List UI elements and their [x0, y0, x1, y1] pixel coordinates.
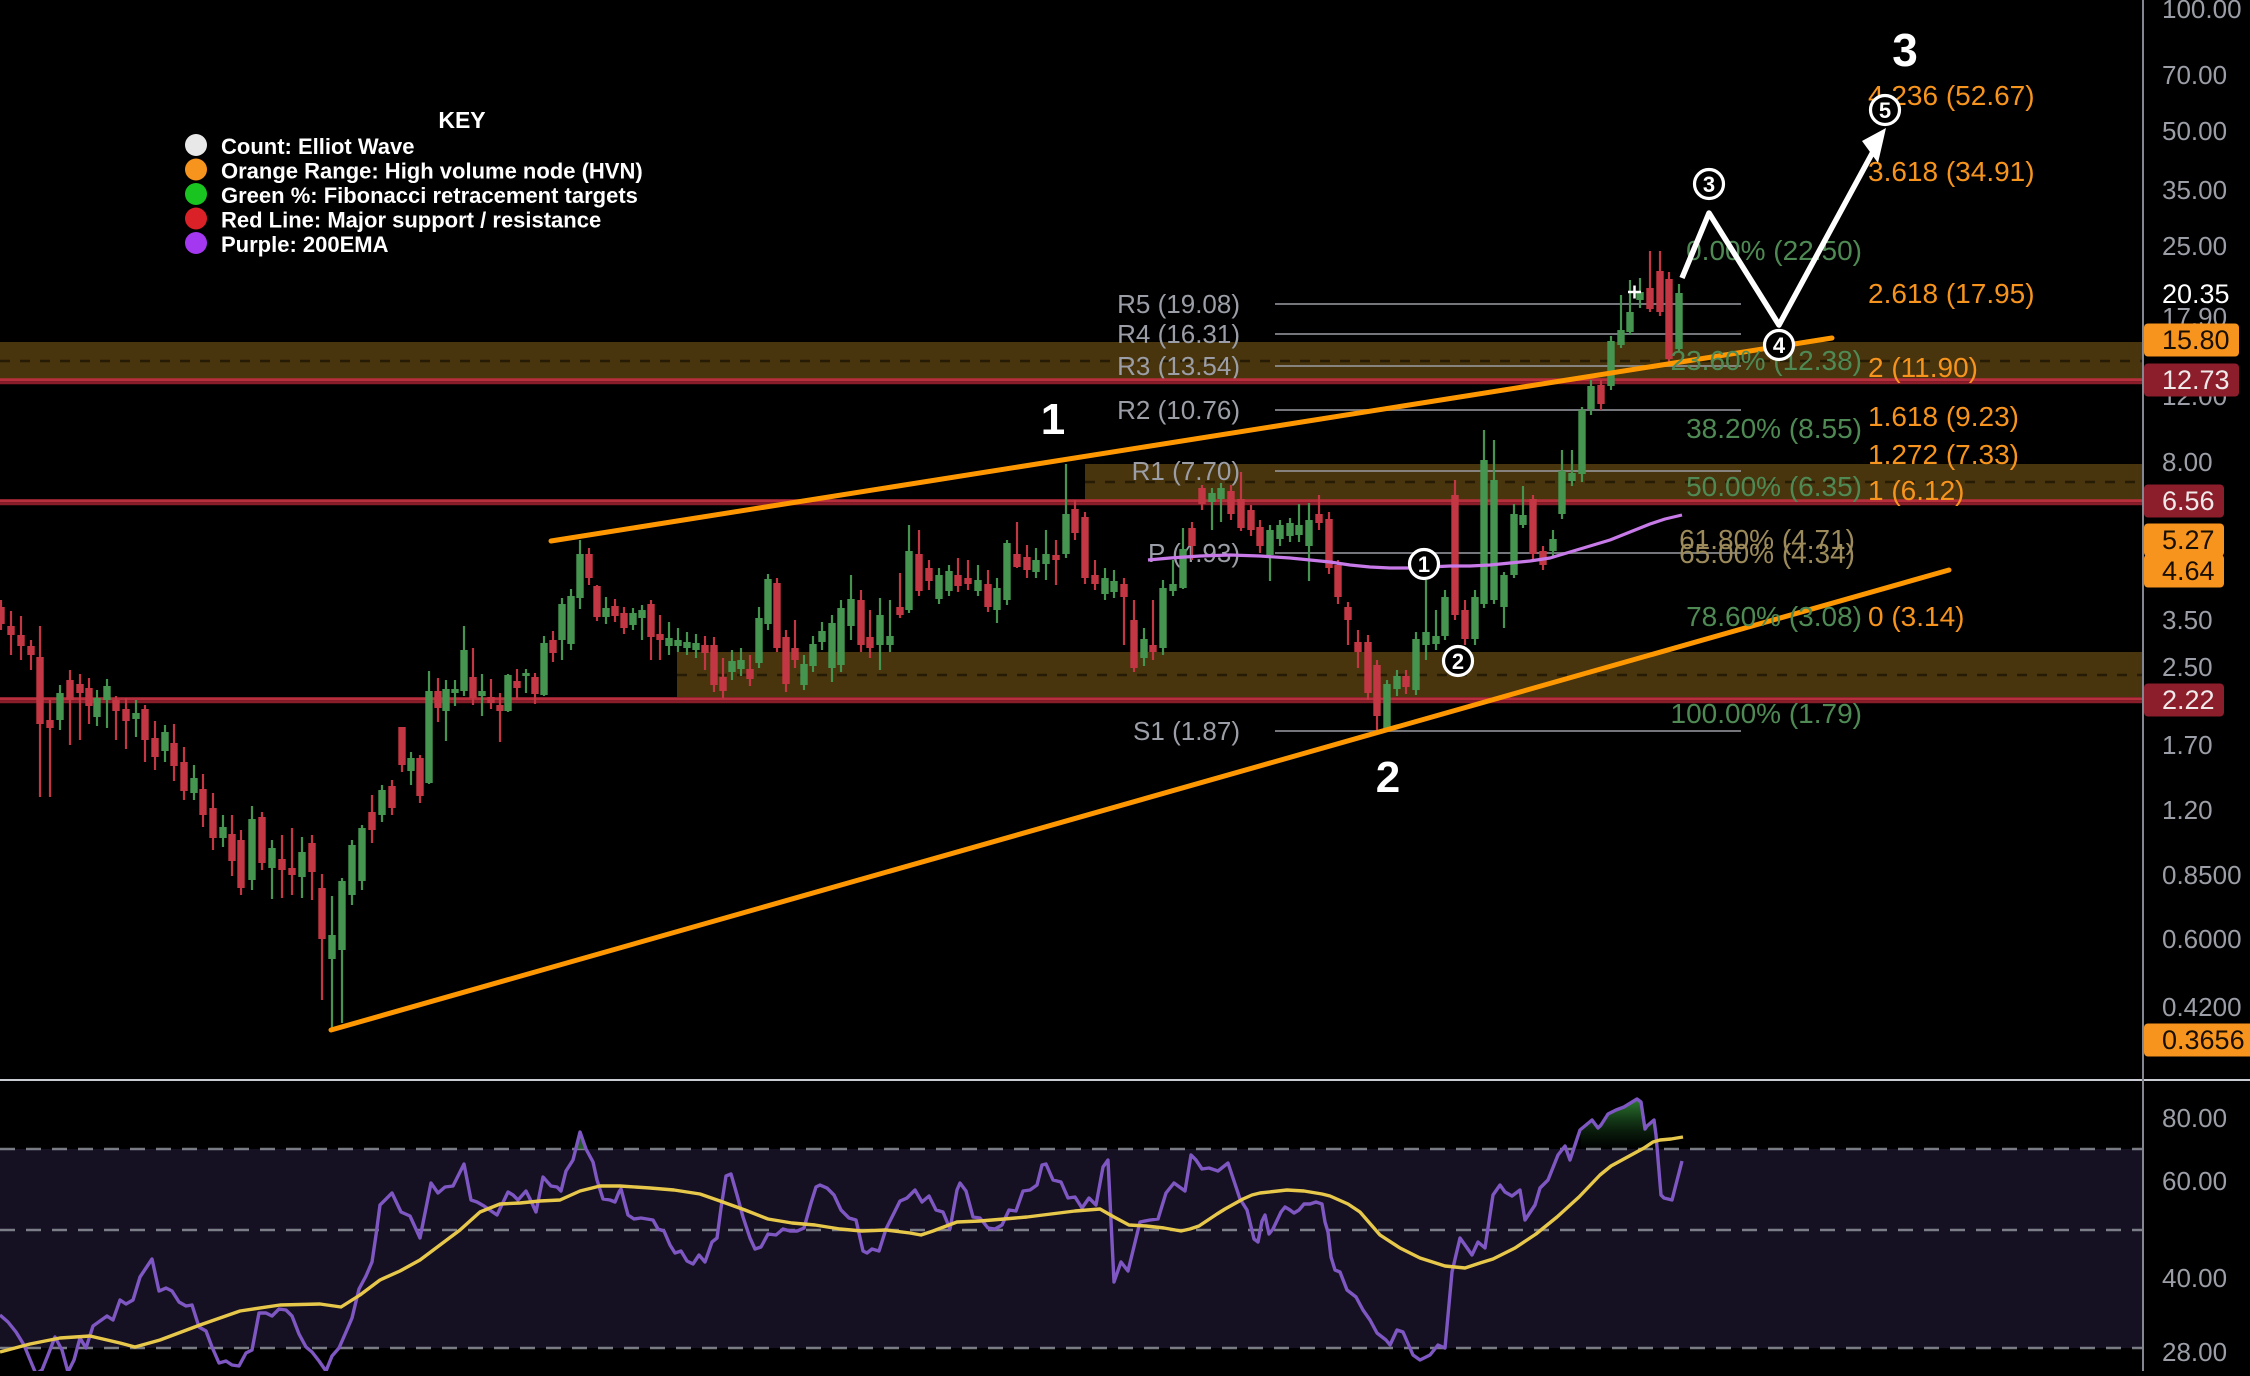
svg-text:4.64: 4.64 [2162, 556, 2215, 586]
svg-text:50.00: 50.00 [2162, 116, 2227, 146]
svg-text:R3 (13.54): R3 (13.54) [1117, 351, 1240, 381]
svg-text:61.80% (4.71): 61.80% (4.71) [1679, 524, 1855, 555]
svg-text:0.8500: 0.8500 [2162, 860, 2242, 890]
svg-text:1.618 (9.23): 1.618 (9.23) [1868, 401, 2019, 432]
svg-text:KEY: KEY [438, 107, 485, 133]
svg-text:25.00: 25.00 [2162, 231, 2227, 261]
svg-text:60.00: 60.00 [2162, 1166, 2227, 1196]
svg-text:6.56: 6.56 [2162, 486, 2215, 516]
svg-text:3.618 (34.91): 3.618 (34.91) [1868, 156, 2035, 187]
svg-text:100.00: 100.00 [2162, 0, 2242, 24]
svg-text:3.50: 3.50 [2162, 605, 2213, 635]
svg-text:0.6000: 0.6000 [2162, 924, 2242, 954]
svg-text:2: 2 [1452, 649, 1464, 674]
svg-text:20.35: 20.35 [2162, 279, 2230, 309]
svg-text:Count: Elliot Wave: Count: Elliot Wave [221, 134, 415, 159]
svg-text:2.50: 2.50 [2162, 652, 2213, 682]
svg-text:38.20% (8.55): 38.20% (8.55) [1686, 413, 1862, 444]
svg-text:R5 (19.08): R5 (19.08) [1117, 289, 1240, 319]
svg-text:2 (11.90): 2 (11.90) [1868, 352, 1978, 383]
svg-text:78.60% (3.08): 78.60% (3.08) [1686, 601, 1862, 632]
svg-text:2.22: 2.22 [2162, 685, 2215, 715]
svg-text:Red Line: Major support / resi: Red Line: Major support / resistance [221, 208, 601, 233]
svg-text:1 (6.12): 1 (6.12) [1868, 475, 1965, 506]
svg-text:12.73: 12.73 [2162, 365, 2230, 395]
svg-text:80.00: 80.00 [2162, 1103, 2227, 1133]
svg-text:65.00% (4.34): 65.00% (4.34) [1679, 538, 1855, 569]
svg-text:1.272 (7.33): 1.272 (7.33) [1868, 439, 2019, 470]
svg-text:1.20: 1.20 [2162, 795, 2213, 825]
svg-text:0.4200: 0.4200 [2162, 992, 2242, 1022]
svg-text:0 (3.14): 0 (3.14) [1868, 601, 1965, 632]
svg-text:5.27: 5.27 [2162, 525, 2215, 555]
svg-text:Green %: Fibonacci retracement: Green %: Fibonacci retracement targets [221, 183, 638, 208]
svg-text:3: 3 [1892, 24, 1918, 76]
svg-text:R2 (10.76): R2 (10.76) [1117, 395, 1240, 425]
svg-text:35.00: 35.00 [2162, 175, 2227, 205]
svg-text:3: 3 [1703, 172, 1715, 197]
svg-text:R1 (7.70): R1 (7.70) [1132, 456, 1240, 486]
svg-text:70.00: 70.00 [2162, 60, 2227, 90]
svg-text:1.70: 1.70 [2162, 730, 2213, 760]
svg-text:Orange Range: High volume node: Orange Range: High volume node (HVN) [221, 159, 643, 184]
svg-text:1: 1 [1041, 395, 1065, 444]
svg-text:0.00% (22.50): 0.00% (22.50) [1686, 235, 1862, 266]
svg-text:0.3656: 0.3656 [2162, 1025, 2245, 1055]
svg-text:40.00: 40.00 [2162, 1263, 2227, 1293]
svg-text:100.00% (1.79): 100.00% (1.79) [1671, 698, 1862, 729]
svg-text:5: 5 [1879, 98, 1891, 123]
svg-text:Purple: 200EMA: Purple: 200EMA [221, 232, 389, 257]
svg-text:4: 4 [1773, 333, 1786, 358]
svg-text:50.00% (6.35): 50.00% (6.35) [1686, 471, 1862, 502]
svg-text:28.00: 28.00 [2162, 1337, 2227, 1367]
svg-text:2: 2 [1376, 753, 1400, 802]
svg-text:2.618 (17.95): 2.618 (17.95) [1868, 278, 2035, 309]
svg-text:1: 1 [1418, 552, 1430, 577]
svg-text:S1 (1.87): S1 (1.87) [1133, 716, 1240, 746]
svg-text:15.80: 15.80 [2162, 325, 2230, 355]
svg-text:8.00: 8.00 [2162, 447, 2213, 477]
svg-text:R4 (16.31): R4 (16.31) [1117, 319, 1240, 349]
